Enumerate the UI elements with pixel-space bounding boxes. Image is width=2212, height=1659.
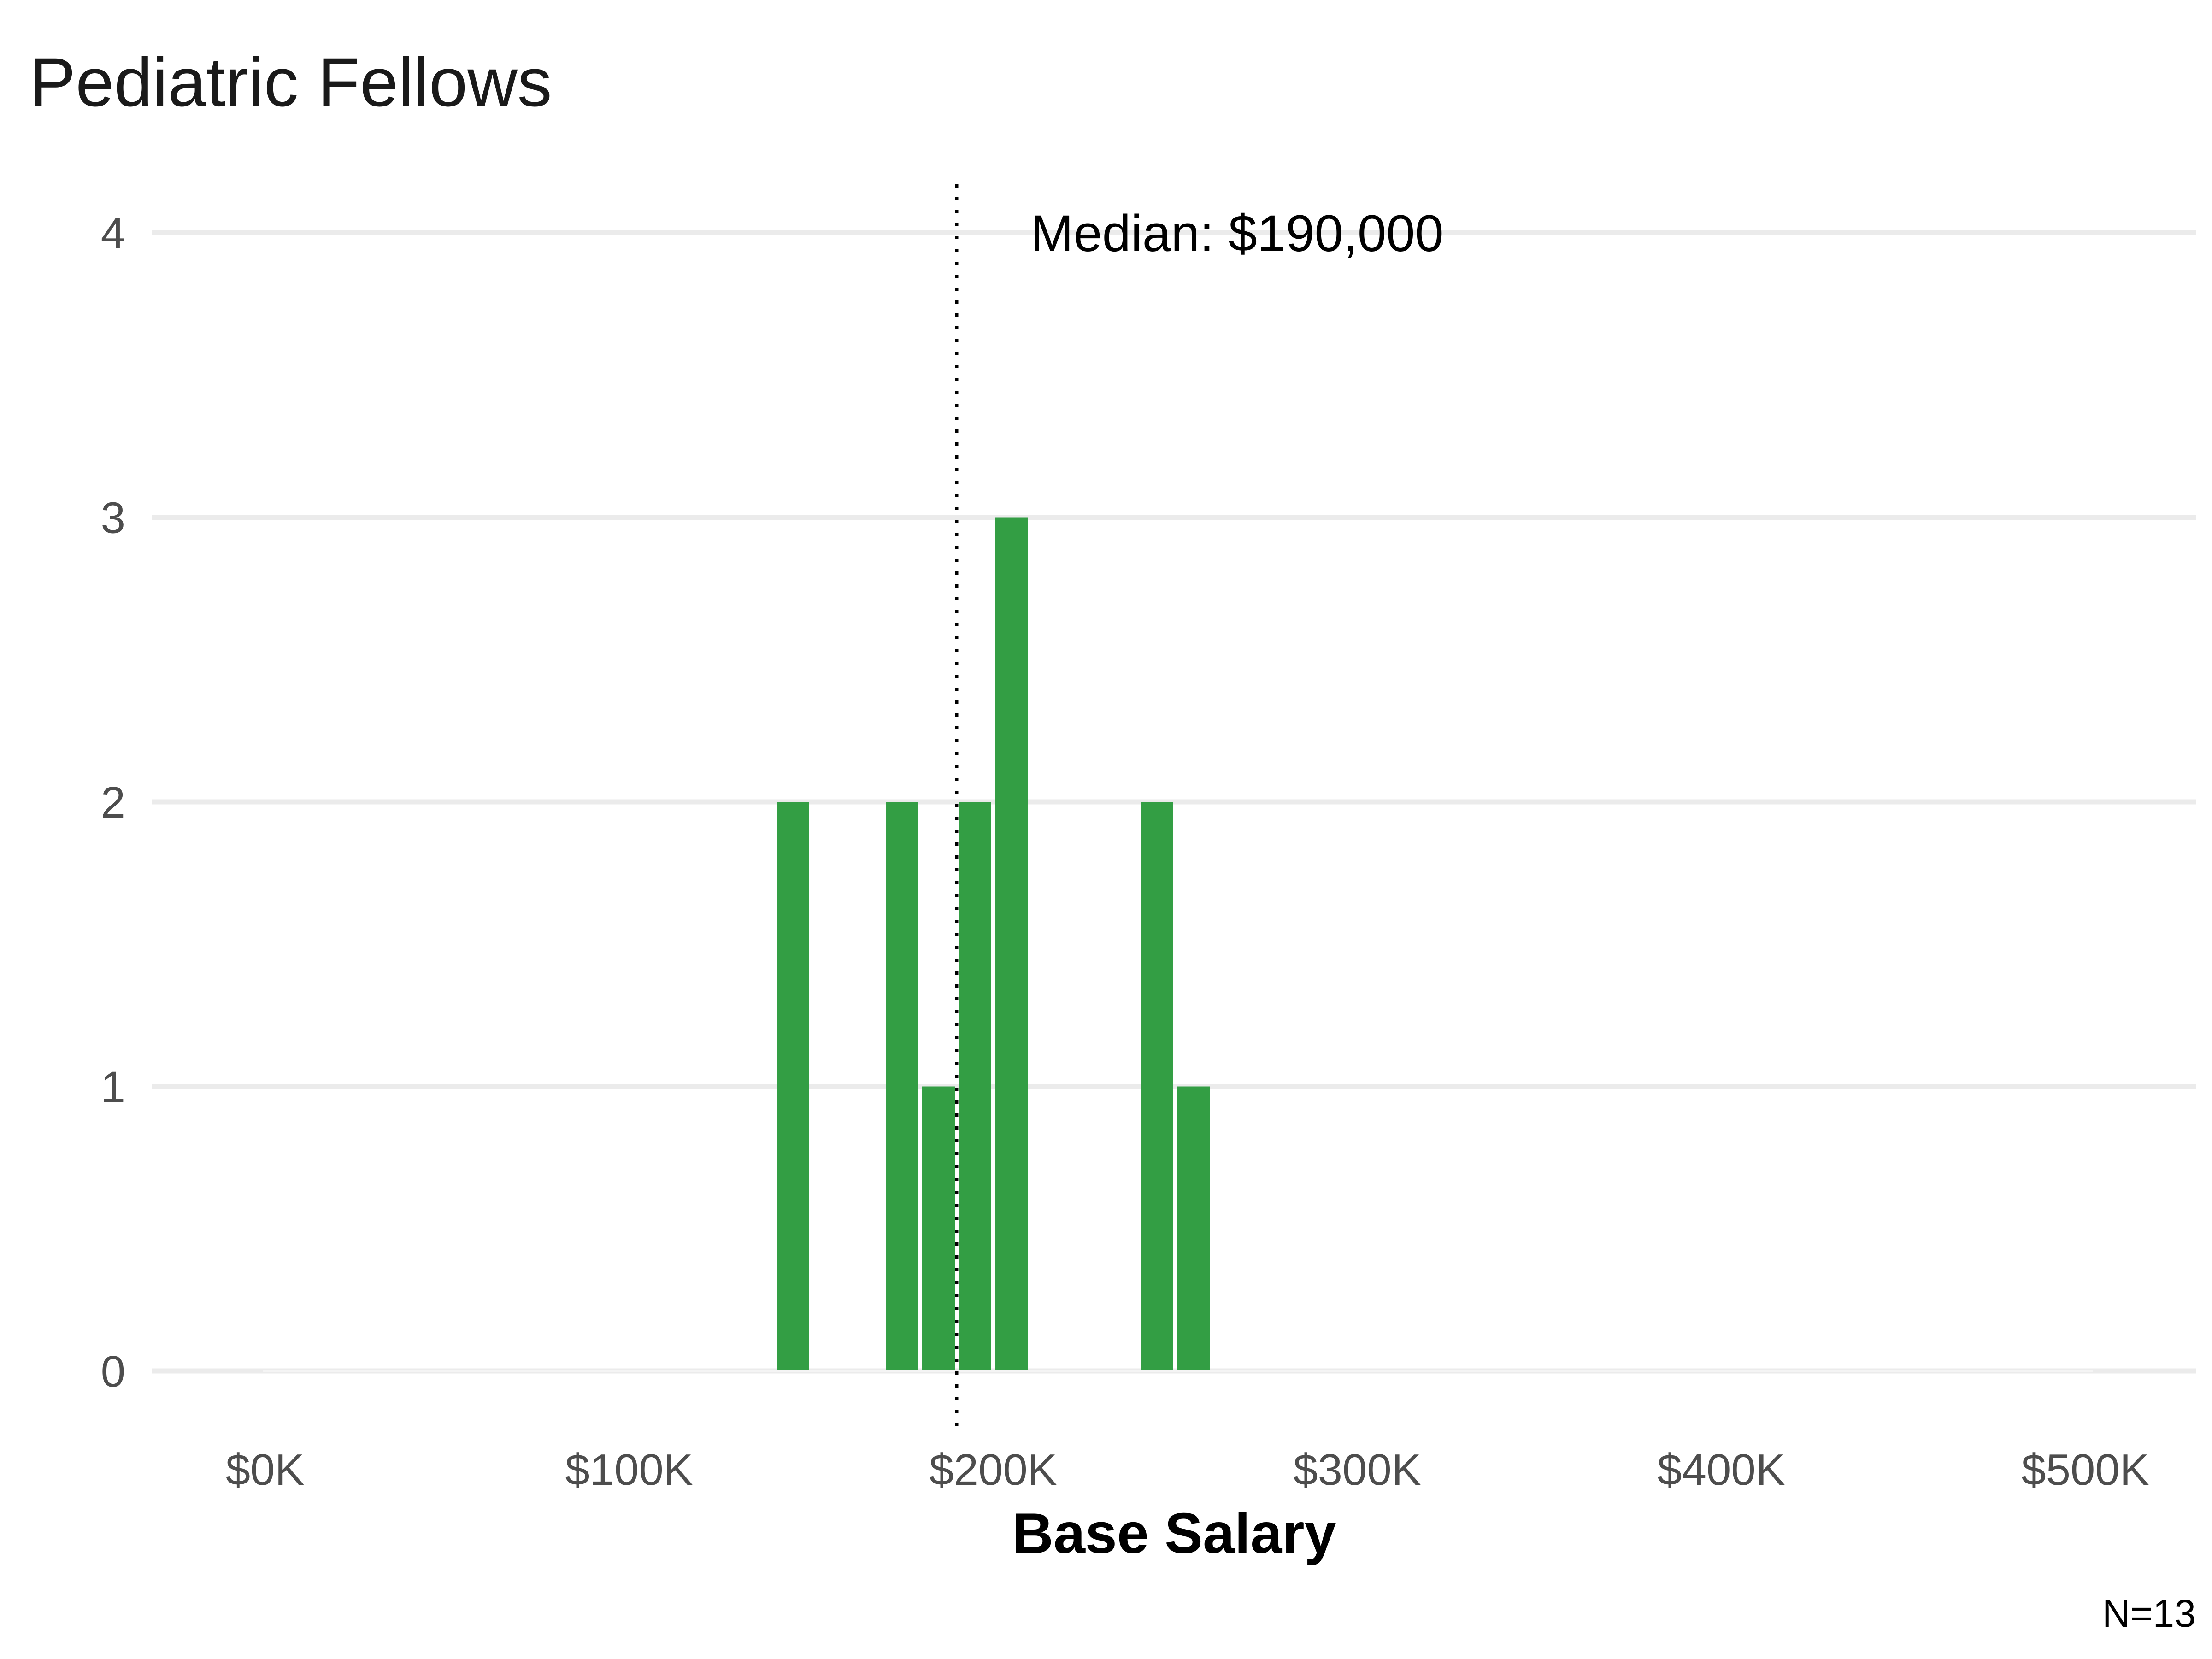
x-axis-label: Base Salary <box>1012 1502 1336 1565</box>
histogram-bar <box>959 802 991 1371</box>
sample-size-caption: N=13 <box>2102 1592 2196 1635</box>
x-tick-label: $200K <box>929 1445 1057 1494</box>
histogram-bar <box>922 1086 955 1371</box>
x-tick-label: $100K <box>565 1445 693 1494</box>
y-tick-label: 1 <box>101 1063 125 1112</box>
histogram-bar <box>1177 1086 1210 1371</box>
median-label: Median: $190,000 <box>1030 205 1444 262</box>
x-tick-label: $0K <box>226 1445 305 1494</box>
histogram-bar <box>995 517 1028 1371</box>
x-axis-ticks: $0K $100K $200K $300K $400K $500K <box>226 1445 2149 1494</box>
histogram-bar <box>777 802 809 1371</box>
y-tick-label: 3 <box>101 494 125 543</box>
y-tick-label: 4 <box>101 209 125 258</box>
chart-title: Pediatric Fellows <box>29 43 552 121</box>
histogram-bar <box>1141 802 1173 1371</box>
histogram-bars <box>263 517 2093 1372</box>
x-tick-label: $500K <box>2021 1445 2149 1494</box>
histogram-bar <box>886 802 918 1371</box>
y-tick-label: 0 <box>101 1347 125 1396</box>
x-tick-label: $400K <box>1657 1445 1785 1494</box>
x-tick-label: $300K <box>1293 1445 1421 1494</box>
y-tick-label: 2 <box>101 778 125 827</box>
gridlines <box>152 230 2196 1374</box>
y-axis-ticks: 0 1 2 3 4 <box>101 209 125 1396</box>
